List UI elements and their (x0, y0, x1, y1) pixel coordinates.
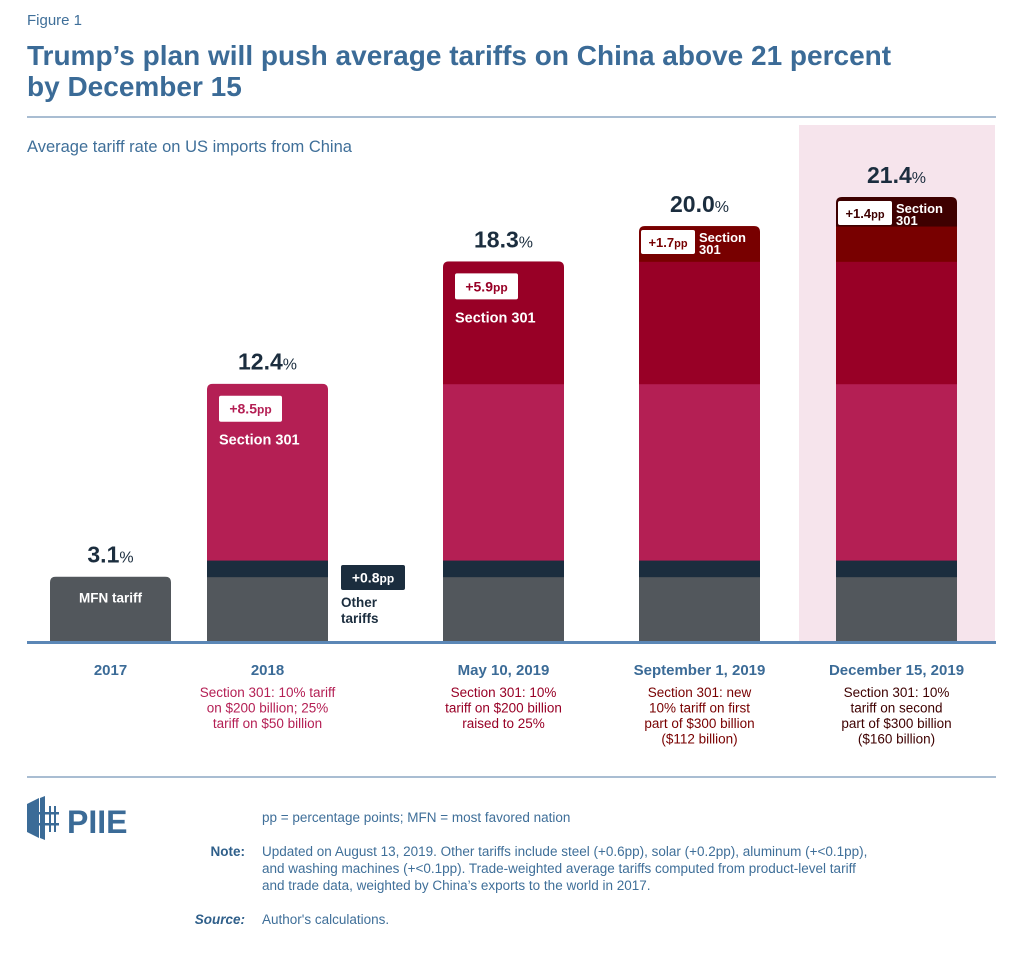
chart-subtitle: Average tariff rate on US imports from C… (27, 138, 352, 156)
bar-segment (50, 576, 171, 641)
abbreviations-text: pp = percentage points; MFN = most favor… (262, 810, 571, 825)
x-axis-line (27, 641, 996, 644)
increment-badge-box (641, 230, 695, 255)
bar-segment (639, 560, 760, 578)
footer-divider (27, 776, 996, 778)
bar-segment (207, 576, 328, 641)
bar-segment (443, 576, 564, 641)
piie-logo: PIIE (25, 796, 145, 845)
bar-segment (443, 560, 564, 578)
other-tariffs-badge-text: +0.8pp (352, 570, 394, 586)
bar-segment (639, 576, 760, 641)
logo-text: PIIE (67, 804, 127, 840)
note-line: and washing machines (+<0.1pp). Trade-we… (262, 861, 856, 876)
section-301-label: Section 301 (699, 230, 746, 257)
bar-segment (836, 560, 957, 578)
total-value-label: 3.1% (87, 542, 133, 568)
note-line: Updated on August 13, 2019. Other tariff… (262, 844, 868, 859)
category-label: 2018 (251, 662, 284, 679)
category-note: Section 301: 10% tariff on second part of … (841, 685, 951, 747)
total-value-label: 18.3% (474, 226, 533, 252)
category-note: Section 301: new 10% tariff on first part … (644, 685, 754, 747)
piie-building-icon: PIIE (27, 796, 127, 840)
increment-badge-text: +5.9pp (465, 278, 507, 294)
bar-segment (836, 576, 957, 641)
category-note: Section 301: 10% tariff on $200 billion ra… (445, 685, 562, 731)
source-label: Source: (194, 912, 245, 927)
increment-badge-box (838, 201, 892, 225)
source-text: Author's calculations. (262, 912, 390, 927)
other-tariffs-label: Other tariffs (341, 595, 379, 626)
category-label: September 1, 2019 (634, 662, 766, 679)
figure-label: Figure 1 (27, 12, 83, 29)
title-divider (27, 116, 996, 118)
bar-segment (639, 383, 760, 561)
category-label: December 15, 2019 (829, 662, 964, 679)
section-301-label: Section 301 (896, 201, 943, 228)
increment-badge-box (219, 395, 282, 422)
increment-badge-text: +1.4pp (845, 206, 884, 221)
bar-segment (836, 226, 957, 262)
increment-badge-text: +8.5pp (229, 401, 271, 417)
category-note: Section 301: 10% tariff on $200 billion; … (200, 685, 336, 731)
category-label: 2017 (94, 662, 127, 679)
increment-badge-text: +1.7pp (648, 235, 687, 250)
stacked-bar-chart: 3.1% 2017 12.4% 2018 18.3% May 10, 2019 20.0% S… (27, 125, 996, 747)
total-value-label: 20.0% (670, 191, 729, 217)
note-text: Updated on August 13, 2019. Other tariff… (262, 843, 1022, 894)
total-value-label: 12.4% (238, 349, 297, 375)
bar-segment (207, 560, 328, 578)
section-301-label: Section 301 (219, 433, 300, 449)
section-301-label: Section 301 (455, 310, 536, 326)
mfn-tariff-label: MFN tariff (79, 591, 142, 606)
bar-segment (836, 383, 957, 561)
bar-segment (639, 261, 760, 385)
note-label: Note: (210, 844, 246, 859)
other-tariffs-badge-box (341, 565, 405, 590)
chart-title: Trump’s plan will push average tariffs o… (27, 40, 892, 102)
category-label: May 10, 2019 (458, 662, 550, 679)
total-value-label: 21.4% (867, 162, 926, 188)
bar-segment (443, 383, 564, 561)
increment-badge-box (455, 273, 518, 300)
note-line: and trade data, weighted by China’s expo… (262, 878, 651, 893)
bar-segment (836, 261, 957, 385)
